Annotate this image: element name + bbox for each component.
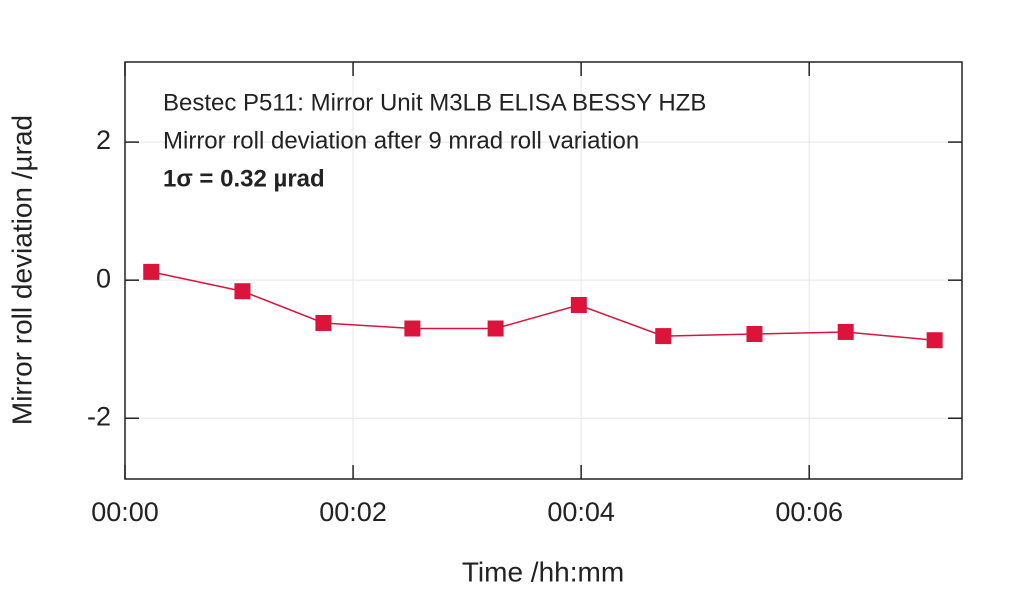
data-point	[404, 320, 421, 337]
x-axis-label: Time /hh:mm	[462, 556, 624, 587]
x-tick-label: 00:06	[775, 497, 843, 527]
annotation: Mirror roll deviation after 9 mrad roll …	[163, 127, 639, 154]
data-line	[151, 271, 935, 341]
x-tick-label: 00:02	[319, 497, 387, 527]
x-tick-label: 00:00	[91, 497, 159, 527]
data-point	[234, 283, 251, 300]
x-tick-label: 00:04	[547, 497, 615, 527]
y-tick-label: 0	[96, 263, 111, 293]
data-point	[837, 323, 854, 340]
data-point	[143, 263, 160, 280]
data-point	[926, 332, 943, 349]
data-point	[655, 328, 672, 345]
annotation: 1σ = 0.32 µrad	[163, 165, 325, 192]
y-tick-label: -2	[87, 401, 111, 431]
plot-frame	[124, 61, 963, 480]
data-point	[570, 297, 587, 314]
y-tick-label: 2	[96, 125, 111, 155]
data-point	[746, 326, 763, 343]
data-point	[315, 314, 332, 331]
data-point	[487, 320, 504, 337]
annotation: Bestec P511: Mirror Unit M3LB ELISA BESS…	[163, 89, 706, 116]
y-axis-label: Mirror roll deviation /µrad	[6, 115, 37, 425]
